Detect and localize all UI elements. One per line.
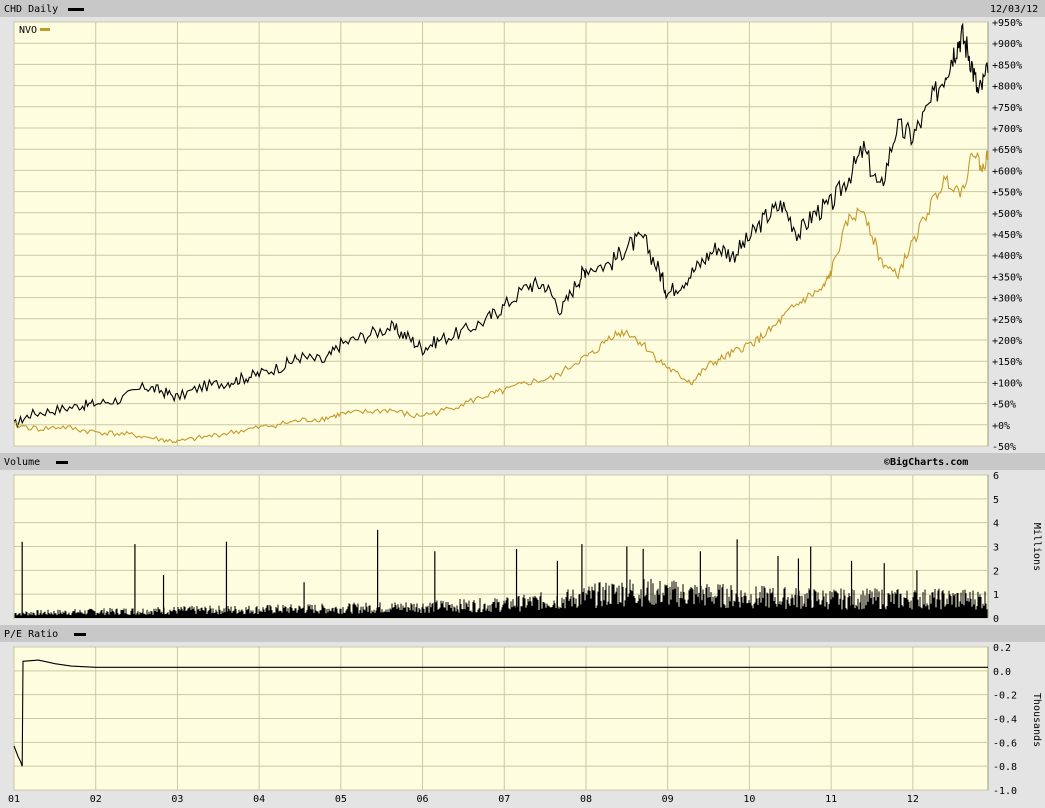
volume-bars	[14, 529, 988, 618]
pe-y-tick-label: -1.0	[993, 786, 1017, 797]
pe-y-label: Thousands	[1031, 693, 1042, 747]
price-y-tick-label: +0%	[992, 421, 1010, 432]
pe-y-tick-label: -0.4	[993, 715, 1017, 726]
price-grid	[13, 21, 988, 447]
x-tick-label: 07	[498, 794, 510, 805]
volume-y-tick-label: 4	[993, 519, 999, 530]
price-y-axis: +950% +900% +850% +800% +750% +700% +650% +600%…	[992, 18, 1022, 453]
x-tick-label: 11	[825, 794, 837, 805]
price-y-tick-label: +150%	[992, 357, 1022, 368]
price-y-tick-label: +500%	[992, 209, 1022, 220]
price-y-tick-label: +400%	[992, 251, 1022, 262]
pe-y-tick-label: 0.2	[993, 643, 1011, 654]
pe-legend-swatch	[74, 633, 86, 636]
nvo-series-line	[13, 150, 989, 444]
pe-series-line	[13, 659, 988, 767]
volume-y-tick-label: 3	[993, 543, 999, 554]
x-tick-label: 12	[907, 794, 919, 805]
x-tick-label: 04	[253, 794, 265, 805]
price-y-tick-label: +50%	[992, 400, 1016, 411]
volume-y-tick-label: 6	[993, 471, 999, 482]
price-y-tick-label: -50%	[992, 442, 1016, 453]
volume-y-axis: 6 5 4 3 2 1 0	[993, 471, 999, 625]
x-tick-label: 09	[662, 794, 674, 805]
pe-series	[13, 659, 988, 767]
pe-y-tick-label: -0.8	[993, 762, 1017, 773]
x-axis: 01 02 03 04 05 06 07 08 09 10 11 12	[8, 794, 919, 805]
header-bar	[0, 0, 1045, 17]
x-tick-label: 06	[417, 794, 429, 805]
pe-title: P/E Ratio	[4, 629, 58, 640]
pe-y-tick-label: -0.2	[993, 691, 1017, 702]
price-y-tick-label: +650%	[992, 145, 1022, 156]
chart-title: CHD Daily	[4, 4, 58, 15]
pe-y-axis: 0.2 0.0 -0.2 -0.4 -0.6 -0.8 -1.0	[993, 643, 1017, 797]
pe-header-bar	[0, 625, 1045, 642]
x-tick-label: 01	[8, 794, 20, 805]
chd-series-line	[13, 22, 989, 429]
volume-y-tick-label: 2	[993, 566, 999, 577]
volume-y-label: Millions	[1031, 523, 1042, 571]
pe-grid	[13, 646, 988, 791]
volume-y-tick-label: 1	[993, 590, 999, 601]
x-tick-label: 05	[335, 794, 347, 805]
volume-y-tick-label: 5	[993, 495, 999, 506]
nvo-legend-swatch	[40, 28, 50, 31]
price-y-tick-label: +200%	[992, 336, 1022, 347]
x-tick-label: 03	[171, 794, 183, 805]
watermark: ©BigCharts.com	[884, 456, 968, 468]
price-y-tick-label: +700%	[992, 124, 1022, 135]
pe-y-tick-label: -0.6	[993, 738, 1017, 749]
volume-title: Volume	[4, 457, 40, 468]
price-y-tick-label: +800%	[992, 82, 1022, 93]
pe-y-tick-label: 0.0	[993, 667, 1011, 678]
nvo-legend-label: NVO	[19, 25, 37, 36]
price-y-tick-label: +850%	[992, 60, 1022, 71]
x-tick-label: 08	[580, 794, 592, 805]
chart-date: 12/03/12	[990, 4, 1038, 15]
x-tick-label: 02	[90, 794, 102, 805]
price-y-tick-label: +550%	[992, 188, 1022, 199]
price-series	[13, 22, 989, 444]
price-y-tick-label: +950%	[992, 18, 1022, 29]
price-y-tick-label: +750%	[992, 103, 1022, 114]
price-y-tick-label: +450%	[992, 230, 1022, 241]
price-y-tick-label: +900%	[992, 39, 1022, 50]
volume-y-tick-label: 0	[993, 614, 999, 625]
volume-legend-swatch	[56, 461, 68, 464]
price-y-tick-label: +100%	[992, 378, 1022, 389]
price-y-tick-label: +250%	[992, 315, 1022, 326]
x-tick-label: 10	[743, 794, 755, 805]
price-y-tick-label: +300%	[992, 294, 1022, 305]
chd-legend-swatch	[68, 8, 84, 11]
volume-header-bar	[0, 453, 1045, 470]
price-y-tick-label: +600%	[992, 166, 1022, 177]
price-y-tick-label: +350%	[992, 272, 1022, 283]
